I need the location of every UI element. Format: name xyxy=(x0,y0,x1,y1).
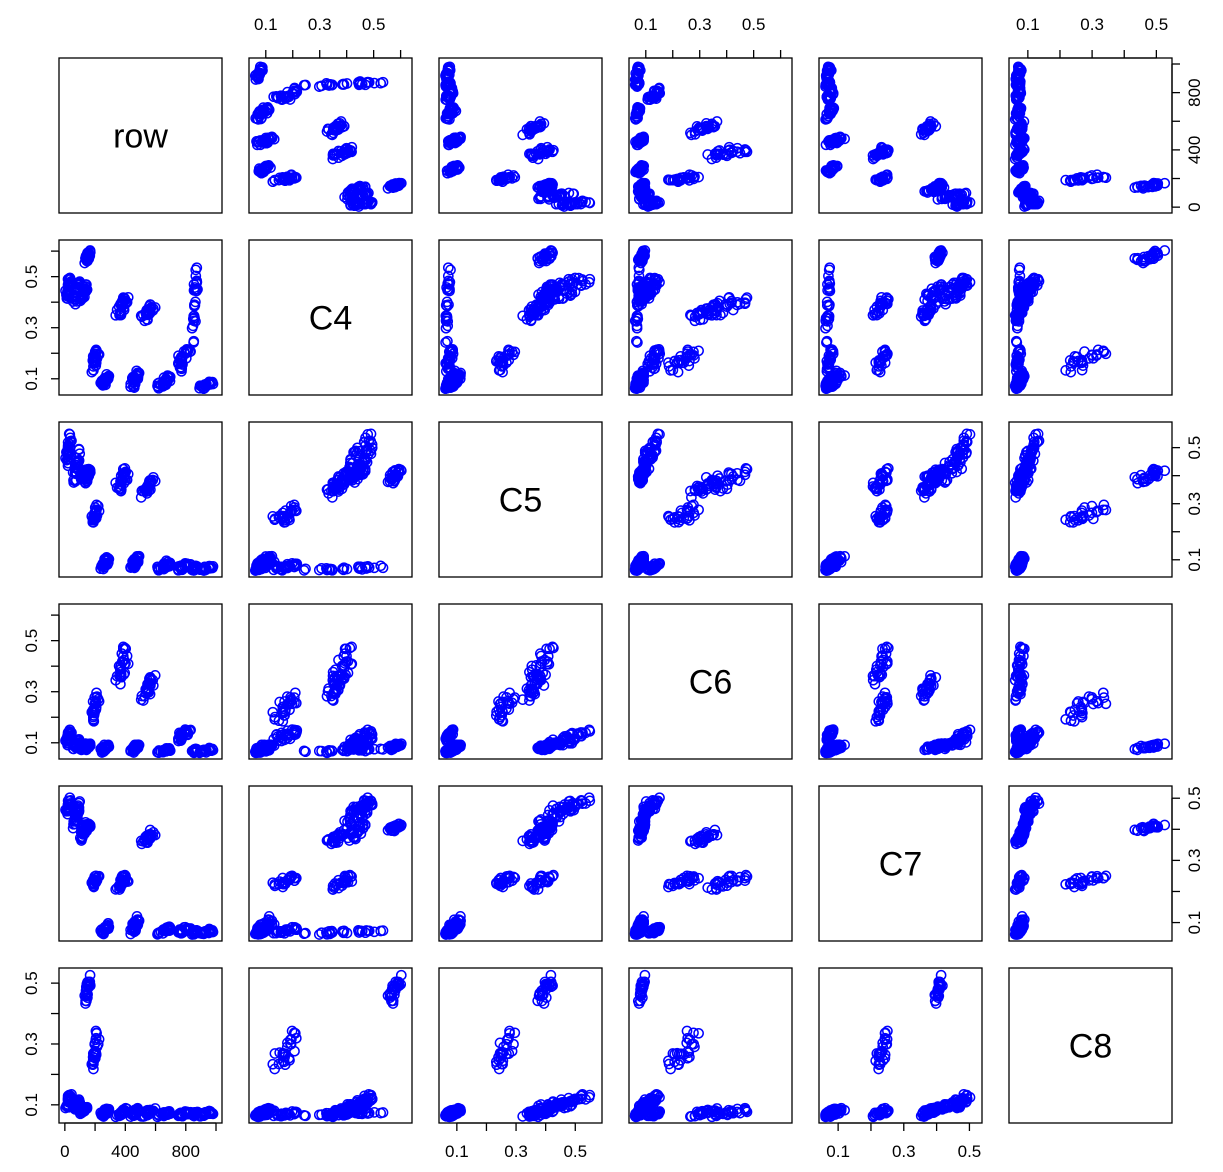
data-point xyxy=(338,79,350,90)
panel-row-C6 xyxy=(628,57,793,214)
data-point xyxy=(375,560,387,572)
variable-label-row: row xyxy=(113,118,168,156)
data-point xyxy=(541,146,552,158)
data-point xyxy=(346,146,357,158)
panel-C4-C6 xyxy=(628,239,793,396)
data-point xyxy=(445,264,456,276)
data-point xyxy=(258,105,270,117)
data-point xyxy=(543,177,555,189)
panel-row-C8 xyxy=(1008,57,1173,214)
data-point xyxy=(300,79,311,91)
panel-frame xyxy=(58,57,223,214)
data-point xyxy=(637,177,649,189)
panel-C5-C4 xyxy=(248,421,413,578)
panel-C5-C6 xyxy=(628,421,793,578)
data-point xyxy=(321,78,332,89)
panel-row-C5 xyxy=(438,57,603,214)
panel-C5-C7 xyxy=(818,421,983,578)
panel-frame xyxy=(438,57,603,214)
data-point xyxy=(332,118,344,130)
data-point xyxy=(286,169,297,181)
data-point xyxy=(276,93,287,104)
data-point xyxy=(568,188,580,200)
panel-C4-row xyxy=(58,239,223,396)
data-point xyxy=(448,160,460,172)
panel-C4-C7 xyxy=(818,239,983,396)
data-point xyxy=(375,77,387,89)
variable-label-C4: C4 xyxy=(309,300,352,338)
data-point xyxy=(452,160,464,172)
data-point xyxy=(265,162,276,173)
panel-row-row: row xyxy=(58,57,223,214)
data-point xyxy=(344,144,356,156)
panel-frame xyxy=(628,57,793,214)
data-point xyxy=(544,144,555,155)
data-point xyxy=(504,171,515,183)
panel-C4-C4: C4 xyxy=(248,239,413,396)
data-point xyxy=(532,120,544,132)
data-point xyxy=(444,65,456,76)
data-point xyxy=(583,197,595,208)
data-point xyxy=(340,144,352,155)
panel-row-C7 xyxy=(818,57,983,214)
panel-C5-C5: C5 xyxy=(438,421,603,578)
data-point xyxy=(455,133,466,145)
data-point xyxy=(335,116,347,127)
data-point xyxy=(368,77,380,89)
data-point xyxy=(393,177,405,189)
panel-C4-C5 xyxy=(438,239,603,396)
data-point xyxy=(354,76,366,87)
data-point xyxy=(263,133,275,145)
data-point xyxy=(261,102,273,114)
data-point xyxy=(580,196,591,208)
data-point xyxy=(534,116,546,127)
data-point xyxy=(502,169,514,181)
data-point xyxy=(255,65,266,76)
panel-C5-row xyxy=(58,421,223,578)
data-point xyxy=(654,197,665,208)
data-point xyxy=(453,162,465,173)
data-point xyxy=(509,171,521,183)
data-point xyxy=(263,160,274,172)
data-point xyxy=(272,92,283,104)
data-point xyxy=(563,187,575,199)
data-point xyxy=(447,87,459,99)
data-point xyxy=(286,87,298,99)
data-point xyxy=(362,76,374,88)
data-point xyxy=(289,82,300,94)
data-point xyxy=(326,79,338,91)
panel-row-C4 xyxy=(248,57,413,214)
data-point xyxy=(548,144,559,156)
data-point xyxy=(555,188,567,200)
variable-label-C5: C5 xyxy=(499,482,542,520)
panel-C4-C8 xyxy=(1008,239,1173,396)
data-point xyxy=(354,180,366,192)
